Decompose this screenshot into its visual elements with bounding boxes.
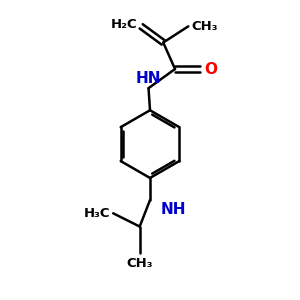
Text: CH₃: CH₃ [126, 256, 153, 270]
Text: H₂C: H₂C [111, 18, 138, 32]
Text: HN: HN [136, 71, 161, 86]
Text: NH: NH [160, 202, 186, 217]
Text: H₃C: H₃C [84, 207, 110, 220]
Text: CH₃: CH₃ [191, 20, 218, 33]
Text: O: O [205, 61, 218, 76]
